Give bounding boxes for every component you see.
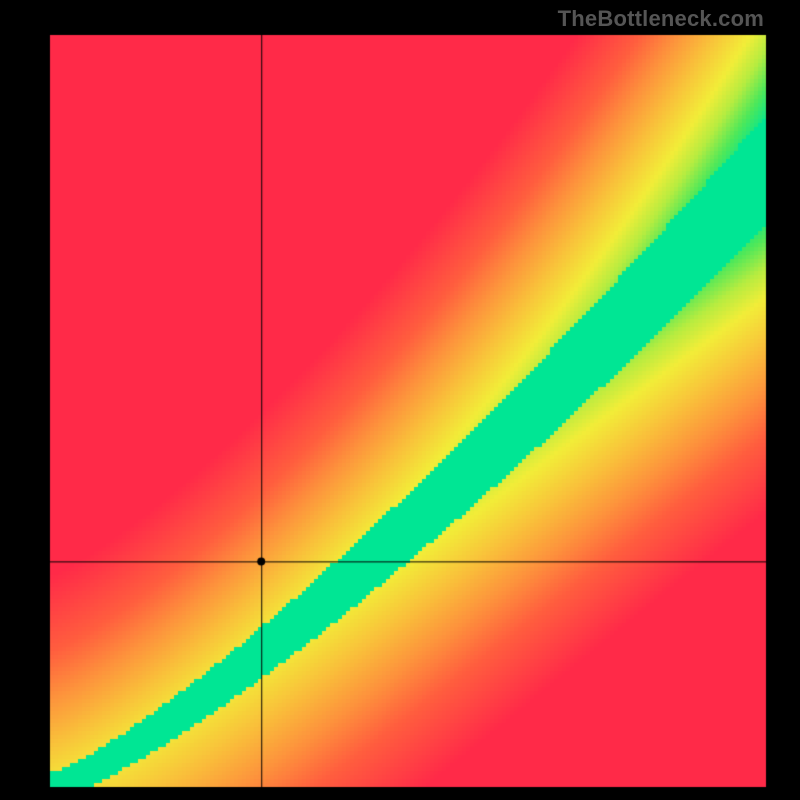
watermark-text: TheBottleneck.com [558, 6, 764, 32]
chart-container: TheBottleneck.com [0, 0, 800, 800]
bottleneck-heatmap [0, 0, 800, 800]
